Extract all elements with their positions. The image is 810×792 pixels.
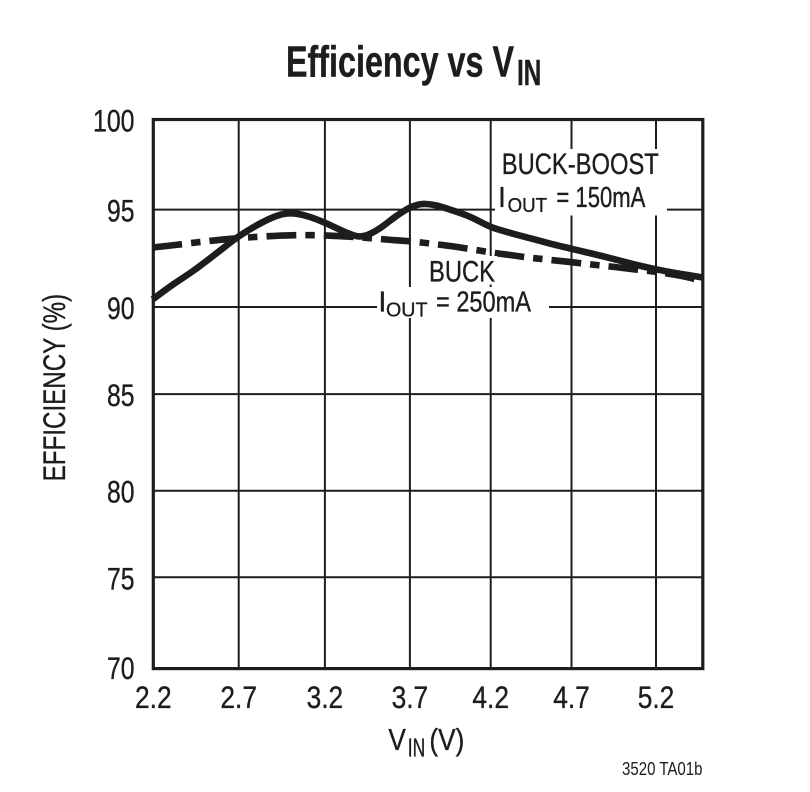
svg-text:Efficiency vs V: Efficiency vs V [286, 39, 514, 87]
svg-text:= 250mA: = 250mA [436, 287, 532, 319]
svg-text:IN: IN [517, 52, 541, 93]
svg-text:90: 90 [107, 290, 135, 326]
svg-text:IN: IN [408, 734, 426, 762]
svg-text:75: 75 [107, 560, 135, 596]
svg-text:4.7: 4.7 [553, 679, 590, 715]
svg-text:3520 TA01b: 3520 TA01b [622, 758, 703, 779]
svg-text:= 150mA: = 150mA [556, 182, 646, 214]
svg-text:95: 95 [107, 193, 135, 229]
svg-text:BUCK-BOOST: BUCK-BOOST [502, 148, 659, 181]
svg-text:(V): (V) [429, 722, 464, 757]
svg-text:I: I [498, 182, 506, 214]
svg-text:85: 85 [107, 377, 135, 413]
svg-text:BUCK: BUCK [429, 256, 495, 289]
svg-text:4.2: 4.2 [472, 679, 509, 715]
svg-text:3.7: 3.7 [392, 679, 429, 715]
svg-text:2.2: 2.2 [135, 679, 172, 715]
svg-text:OUT: OUT [508, 195, 547, 217]
svg-text:80: 80 [107, 474, 135, 510]
svg-text:OUT: OUT [386, 300, 428, 322]
svg-text:3.2: 3.2 [307, 679, 344, 715]
svg-text:70: 70 [107, 650, 135, 686]
svg-text:EFFICIENCY (%): EFFICIENCY (%) [36, 294, 72, 482]
svg-text:I: I [378, 287, 386, 319]
svg-text:5.2: 5.2 [638, 679, 675, 715]
svg-text:V: V [388, 722, 406, 757]
svg-text:2.7: 2.7 [220, 679, 257, 715]
svg-text:100: 100 [93, 103, 135, 139]
